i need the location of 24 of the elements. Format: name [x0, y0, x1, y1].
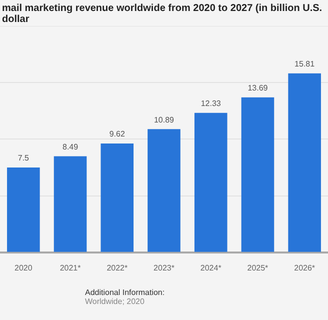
x-tick-label: 2024*	[200, 263, 222, 272]
bar	[194, 112, 228, 252]
x-tick-label: 2023*	[154, 263, 174, 272]
data-label: 12.33	[200, 99, 222, 108]
chart-title: mail marketing revenue worldwide from 2020 to 2027 (in billion U.S. dollar	[1, 2, 324, 25]
x-tick-label: 2021*	[60, 263, 81, 272]
bar	[288, 73, 321, 252]
data-label: 9.62	[109, 130, 126, 139]
bar	[54, 156, 87, 252]
x-tick-label: 2025*	[247, 263, 268, 272]
bar	[148, 129, 180, 252]
bar	[100, 144, 134, 252]
x-tick-label: 2022*	[106, 263, 128, 272]
x-tick-label: 2020	[14, 263, 33, 272]
bar	[7, 168, 40, 252]
x-tick-label: 2026*	[294, 263, 316, 272]
data-label: 7.5	[18, 154, 30, 163]
data-label: 15.81	[294, 60, 316, 69]
text: Worldwide; 2020	[85, 297, 146, 306]
data-label: 13.69	[248, 84, 268, 93]
text: Additional Information:	[85, 288, 165, 297]
data-label: 10.89	[154, 115, 175, 124]
data-label: 8.49	[62, 142, 79, 152]
bar	[241, 97, 274, 252]
